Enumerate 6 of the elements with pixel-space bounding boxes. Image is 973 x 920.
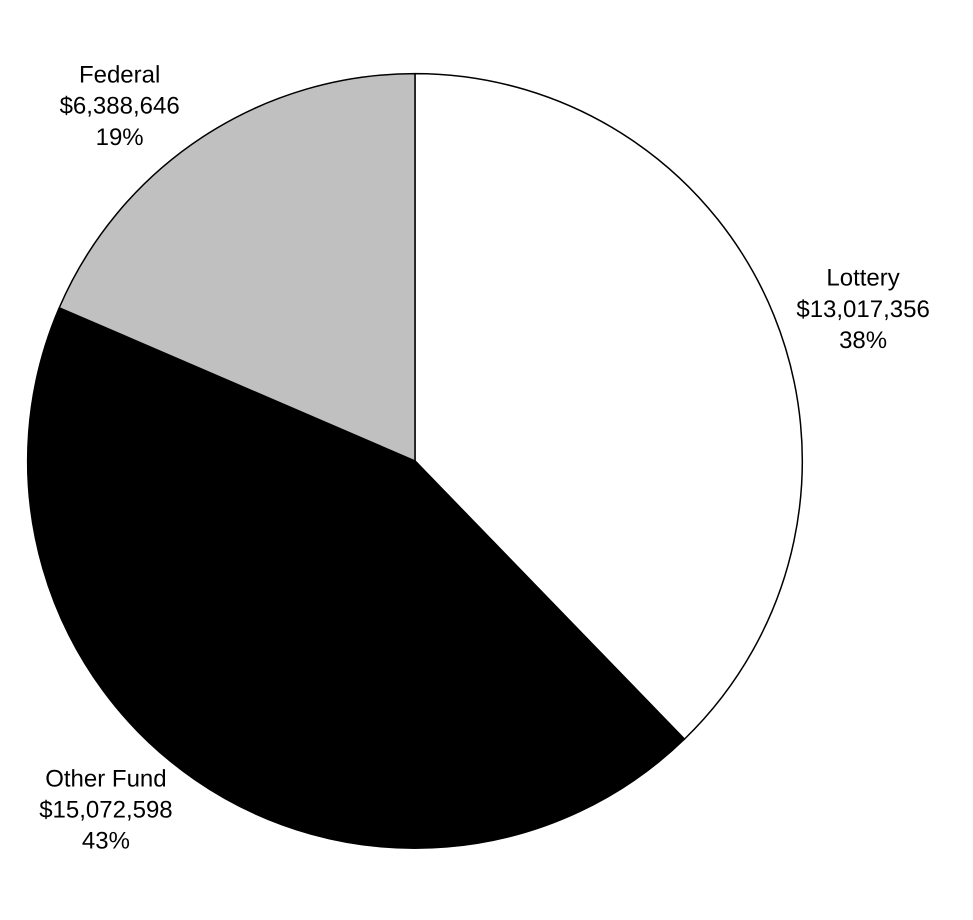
data-label: $6,388,646 19% (60, 92, 180, 151)
slice-label: Lottery (826, 264, 900, 292)
data-label: $15,072,598 43% (39, 796, 173, 855)
slice-label: Federal (78, 62, 160, 88)
slice-label: Other Fund (45, 765, 167, 792)
data-label: $13,017,356 38% (796, 296, 930, 354)
